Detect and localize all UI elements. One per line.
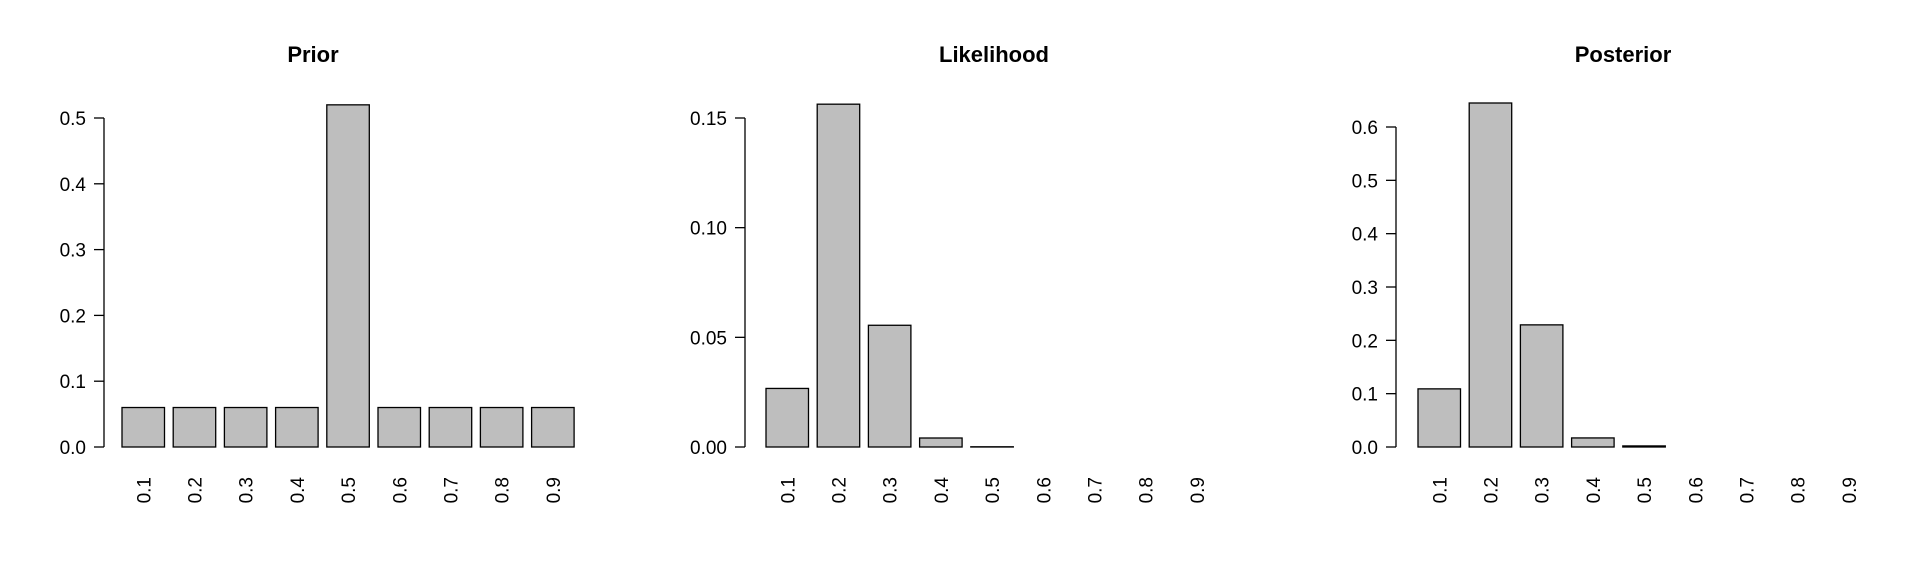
bar-0.6 <box>377 406 422 448</box>
x-tick-label: 0.9 <box>544 477 565 503</box>
x-tick-label: 0.5 <box>1635 477 1656 503</box>
bar-0.1 <box>765 387 810 448</box>
y-tick-label: 0.0 <box>60 438 86 459</box>
bar-group <box>765 103 1014 448</box>
x-tick-label: 0.9 <box>1188 477 1209 503</box>
y-tick-label: 0.1 <box>60 372 86 393</box>
y-tick-label: 0.00 <box>690 438 727 459</box>
bar-0.7 <box>428 406 473 448</box>
y-tick-label: 0.0 <box>1352 438 1378 459</box>
x-tick-label: 0.4 <box>1584 477 1605 504</box>
x-tick-label: 0.6 <box>1034 477 1055 503</box>
y-tick-label: 0.3 <box>1352 278 1378 299</box>
x-tick-label: 0.8 <box>493 477 514 503</box>
bar-0.4 <box>918 437 963 448</box>
x-tick-label: 0.1 <box>778 477 799 503</box>
x-tick-label: 0.4 <box>932 477 953 504</box>
bar-0.2 <box>816 103 861 448</box>
y-tick-label: 0.5 <box>1352 171 1378 192</box>
x-axis: 0.1 0.2 0.3 0.4 0.5 0.6 0.7 0.8 0.9 <box>1430 477 1861 504</box>
bar-0.3 <box>1519 324 1564 448</box>
y-tick-label: 0.15 <box>690 109 727 130</box>
chart-title: Likelihood <box>939 42 1049 67</box>
x-tick-label: 0.8 <box>1789 477 1810 503</box>
bar-0.8 <box>479 406 524 448</box>
x-tick-label: 0.3 <box>1533 477 1554 503</box>
x-tick-label: 0.8 <box>1137 477 1158 503</box>
y-tick-label: 0.4 <box>1352 225 1379 246</box>
y-tick-label: 0.2 <box>1352 331 1378 352</box>
bar-0.4 <box>1570 437 1615 448</box>
x-tick-label: 0.1 <box>1430 477 1451 503</box>
y-tick-label: 0.2 <box>60 306 86 327</box>
x-tick-label: 0.4 <box>288 477 309 504</box>
bar-0.2 <box>1468 102 1513 448</box>
y-tick-label: 0.1 <box>1352 385 1378 406</box>
x-tick-label: 0.1 <box>134 477 155 503</box>
x-tick-label: 0.7 <box>1085 477 1106 503</box>
chart-title: Prior <box>287 42 339 67</box>
bar-0.4 <box>274 406 319 448</box>
bar-0.1 <box>1417 388 1462 448</box>
y-tick-label: 0.10 <box>690 219 727 240</box>
x-axis: 0.1 0.2 0.3 0.4 0.5 0.6 0.7 0.8 0.9 <box>134 477 565 504</box>
x-tick-label: 0.6 <box>1686 477 1707 503</box>
bar-group <box>121 104 575 448</box>
x-tick-label: 0.5 <box>983 477 1004 503</box>
x-tick-label: 0.2 <box>185 477 206 503</box>
y-tick-label: 0.4 <box>60 175 87 196</box>
x-tick-label: 0.3 <box>881 477 902 503</box>
x-tick-label: 0.5 <box>339 477 360 503</box>
bar-0.3 <box>867 324 912 448</box>
panel-posterior: Posterior 0.00.10.20.30.40.50.6 0.1 0.2 0.… <box>1352 42 1861 503</box>
bar-0.3 <box>223 406 268 448</box>
y-axis: 0.00 0.05 0.10 0.15 <box>690 109 746 459</box>
bar-0.1 <box>121 406 166 448</box>
y-tick-label: 0.3 <box>60 241 86 262</box>
y-tick-label: 0.6 <box>1352 118 1378 139</box>
chart-title: Posterior <box>1575 42 1672 67</box>
bar-group <box>1417 102 1666 448</box>
x-tick-label: 0.2 <box>1481 477 1502 503</box>
panel-prior: Prior 0.0 0.1 0.2 0.3 0.4 0.5 0.1 0.2 0.3 0.4 0.5… <box>60 42 575 503</box>
y-tick-label: 0.05 <box>690 328 727 349</box>
y-tick-label: 0.5 <box>60 109 86 130</box>
x-tick-label: 0.9 <box>1840 477 1861 503</box>
x-tick-label: 0.6 <box>390 477 411 503</box>
x-tick-label: 0.2 <box>829 477 850 503</box>
x-tick-label: 0.7 <box>1737 477 1758 503</box>
bar-0.5 <box>1622 445 1666 448</box>
panel-likelihood: Likelihood 0.00 0.05 0.10 0.15 0.1 0.2 0.3 0.4… <box>690 42 1209 503</box>
y-axis: 0.0 0.1 0.2 0.3 0.4 0.5 0.6 <box>1352 118 1397 459</box>
x-tick-label: 0.7 <box>441 477 462 503</box>
x-tick-label: 0.3 <box>237 477 258 503</box>
x-axis: 0.1 0.2 0.3 0.4 0.5 0.6 0.7 0.8 0.9 <box>778 477 1209 504</box>
bar-0.5 <box>326 104 370 448</box>
y-axis: 0.0 0.1 0.2 0.3 0.4 0.5 <box>60 109 105 459</box>
bar-0.9 <box>530 406 575 448</box>
bar-0.2 <box>172 406 217 448</box>
